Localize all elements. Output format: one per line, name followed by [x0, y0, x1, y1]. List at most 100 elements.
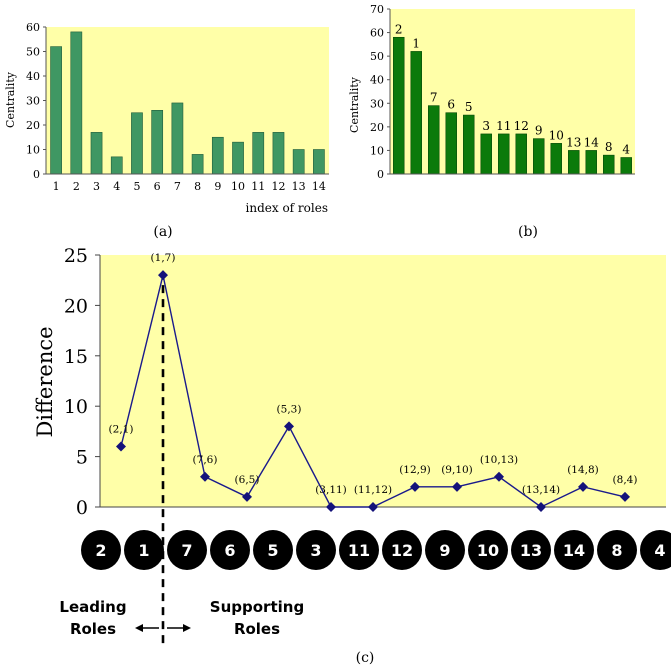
data-point-c	[368, 502, 378, 512]
y-tick-label-c: 25	[64, 245, 88, 267]
y-tick-label-a: 30	[26, 95, 40, 108]
y-axis-label-c: Difference	[33, 326, 57, 437]
leading-roles-label: Leading	[59, 598, 126, 616]
y-tick-label-a: 20	[26, 119, 40, 132]
y-axis-label-b: Centrality	[348, 76, 361, 133]
data-label-c: (13,14)	[522, 484, 560, 496]
data-label-c: (7,6)	[193, 454, 218, 466]
bar-label-b: 13	[566, 135, 581, 149]
bar-b-6	[445, 112, 457, 175]
bar-b-4	[620, 157, 632, 175]
data-point-c	[620, 491, 630, 502]
role-number-4: 4	[654, 541, 665, 560]
y-tick-label-b: 30	[370, 97, 384, 110]
role-circle-14	[554, 530, 594, 570]
role-circle-3	[296, 530, 336, 570]
bar-label-b: 9	[535, 124, 543, 138]
bar-label-b: 14	[584, 135, 600, 149]
role-number-13: 13	[520, 541, 542, 560]
role-number-5: 5	[267, 541, 278, 560]
role-number-3: 3	[310, 541, 321, 560]
bar-label-b: 12	[514, 119, 529, 133]
panel-label-c: (c)	[356, 650, 375, 666]
x-axis-label-a: index of roles	[246, 201, 328, 215]
bar-a-9	[211, 136, 224, 175]
data-label-c: (8,4)	[613, 474, 638, 486]
role-number-2: 2	[95, 541, 106, 560]
y-axis-label-a: Centrality	[4, 71, 17, 128]
bar-b-13	[568, 150, 580, 175]
x-tick-label-a: 3	[93, 180, 100, 193]
y-tick-label-b: 0	[377, 168, 384, 181]
bar-a-12	[272, 132, 285, 175]
x-tick-label-a: 10	[231, 180, 245, 193]
y-tick-label-a: 0	[33, 168, 40, 181]
data-point-c	[536, 502, 546, 512]
role-number-1: 1	[138, 541, 149, 560]
data-label-c: (14,8)	[567, 464, 599, 476]
data-point-c	[578, 481, 588, 492]
x-tick-label-a: 11	[251, 180, 265, 193]
bar-a-4	[110, 156, 123, 175]
bar-b-1	[410, 51, 422, 175]
bar-a-7	[171, 102, 184, 175]
bar-b-7	[428, 105, 440, 175]
supporting-arrow-head	[183, 624, 191, 632]
y-tick-label-b: 50	[370, 50, 384, 63]
panel-label-a: (a)	[153, 224, 172, 240]
bar-label-b: 2	[395, 22, 403, 36]
y-tick-label-a: 10	[26, 144, 40, 157]
x-tick-label-a: 6	[154, 180, 161, 193]
role-number-10: 10	[477, 541, 499, 560]
role-circle-4	[640, 530, 671, 570]
bar-b-5	[463, 114, 475, 175]
bar-a-13	[292, 149, 305, 175]
bar-label-b: 3	[482, 119, 490, 133]
data-label-c: (3,11)	[315, 484, 347, 496]
role-circle-13	[511, 530, 551, 570]
panel-label-b: (b)	[518, 224, 538, 240]
data-point-c	[116, 441, 126, 452]
x-tick-label-a: 1	[53, 180, 60, 193]
bar-a-2	[70, 31, 83, 175]
data-label-c: (6,5)	[235, 474, 260, 486]
data-label-c: (11,12)	[354, 484, 392, 496]
bar-b-11	[498, 133, 510, 175]
y-tick-label-a: 60	[26, 21, 40, 34]
role-circle-8	[597, 530, 637, 570]
data-label-c: (5,3)	[277, 403, 302, 415]
data-point-c	[284, 421, 294, 432]
bar-b-10	[550, 143, 562, 175]
x-tick-label-a: 14	[312, 180, 326, 193]
bar-a-6	[151, 110, 164, 175]
bar-label-b: 4	[622, 143, 630, 157]
bar-label-b: 10	[549, 128, 564, 142]
role-circle-10	[468, 530, 508, 570]
y-tick-label-b: 10	[370, 144, 384, 157]
x-tick-label-a: 12	[271, 180, 285, 193]
bar-a-8	[191, 154, 204, 175]
role-circle-1	[124, 530, 164, 570]
bar-b-8	[603, 154, 615, 175]
y-tick-label-c: 5	[76, 447, 88, 469]
role-number-6: 6	[224, 541, 235, 560]
role-circle-12	[382, 530, 422, 570]
role-number-7: 7	[181, 541, 192, 560]
role-circle-2	[81, 530, 121, 570]
role-number-12: 12	[391, 541, 413, 560]
data-label-c: (9,10)	[441, 464, 473, 476]
data-label-c: (2,1)	[109, 424, 134, 436]
bar-a-5	[131, 112, 143, 175]
role-circle-6	[210, 530, 250, 570]
data-point-c	[200, 471, 210, 482]
bar-b-3	[480, 133, 492, 175]
leading-arrow-head	[135, 624, 143, 632]
data-point-c	[452, 481, 462, 492]
bar-label-b: 7	[430, 91, 438, 105]
role-circle-11	[339, 530, 379, 570]
data-point-c	[242, 491, 252, 502]
bar-label-b: 1	[412, 36, 420, 50]
y-tick-label-b: 60	[370, 27, 384, 40]
